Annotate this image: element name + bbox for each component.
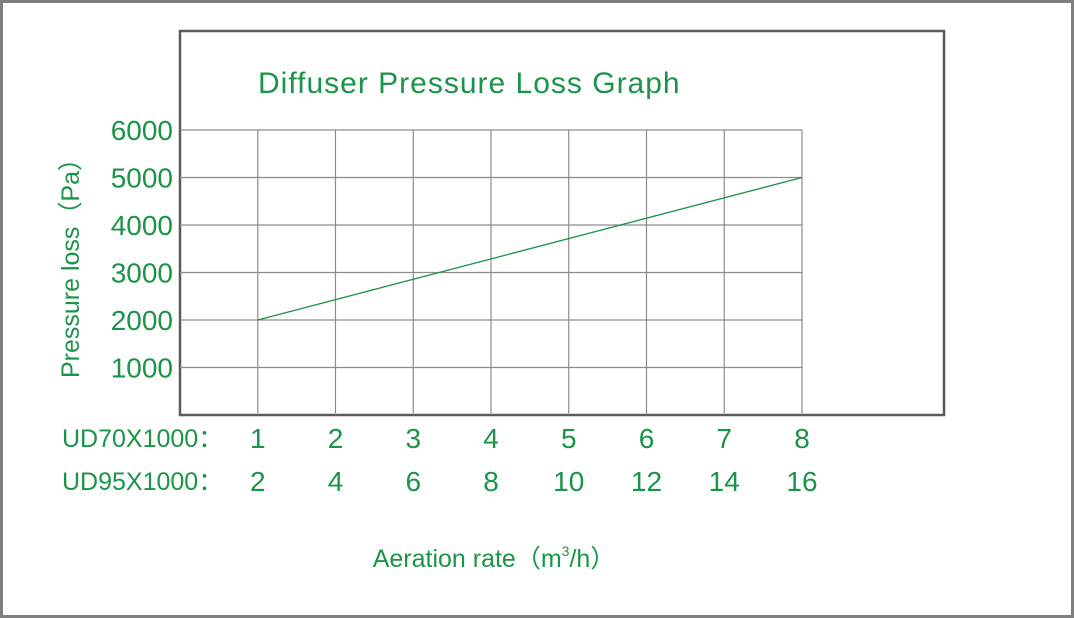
y-tick-label: 6000 bbox=[111, 115, 173, 146]
x-axis-label: Aeration rate（m3/h） bbox=[373, 543, 616, 573]
y-tick-labels: 6000 5000 4000 3000 2000 1000 bbox=[111, 115, 173, 384]
x-tick-label: 5 bbox=[561, 423, 577, 454]
x-tick-label: 4 bbox=[328, 466, 344, 497]
x-tick-label: 6 bbox=[639, 423, 655, 454]
x-tick-label: 6 bbox=[405, 466, 421, 497]
x-tick-label: 7 bbox=[716, 423, 732, 454]
x-tick-label: 10 bbox=[553, 466, 584, 497]
x-axis-label-superscript: 3 bbox=[562, 543, 570, 559]
x-tick-label: 2 bbox=[328, 423, 344, 454]
x-tick-label: 4 bbox=[483, 423, 499, 454]
y-tick-label: 4000 bbox=[111, 210, 173, 241]
x-tick-label: 8 bbox=[794, 423, 810, 454]
x-axis-label-main: Aeration rate（m bbox=[373, 545, 562, 573]
x-tick-label: 12 bbox=[631, 466, 662, 497]
series-layer bbox=[257, 176, 803, 321]
x-row-label: UD70X1000： bbox=[62, 425, 223, 453]
plot-frame bbox=[178, 29, 946, 417]
chart-title: Diffuser Pressure Loss Graph bbox=[258, 67, 681, 100]
y-tick-label: 1000 bbox=[111, 353, 173, 384]
series-line bbox=[257, 176, 803, 321]
x-axis-label-suffix: /h） bbox=[569, 545, 615, 573]
x-tick-label: 14 bbox=[709, 466, 740, 497]
x-tick-label: 2 bbox=[250, 466, 266, 497]
y-axis-label: Pressure loss（Pa） bbox=[57, 146, 85, 378]
y-tick-label: 2000 bbox=[111, 305, 173, 336]
x-tick-label: 16 bbox=[786, 466, 817, 497]
x-tick-label: 1 bbox=[250, 423, 266, 454]
y-tick-label: 5000 bbox=[111, 163, 173, 194]
x-row-label: UD95X1000： bbox=[62, 468, 223, 496]
y-tick-label: 3000 bbox=[111, 258, 173, 289]
grid bbox=[180, 129, 803, 415]
x-tick-label: 8 bbox=[483, 466, 499, 497]
x-tick-label: 3 bbox=[405, 423, 421, 454]
